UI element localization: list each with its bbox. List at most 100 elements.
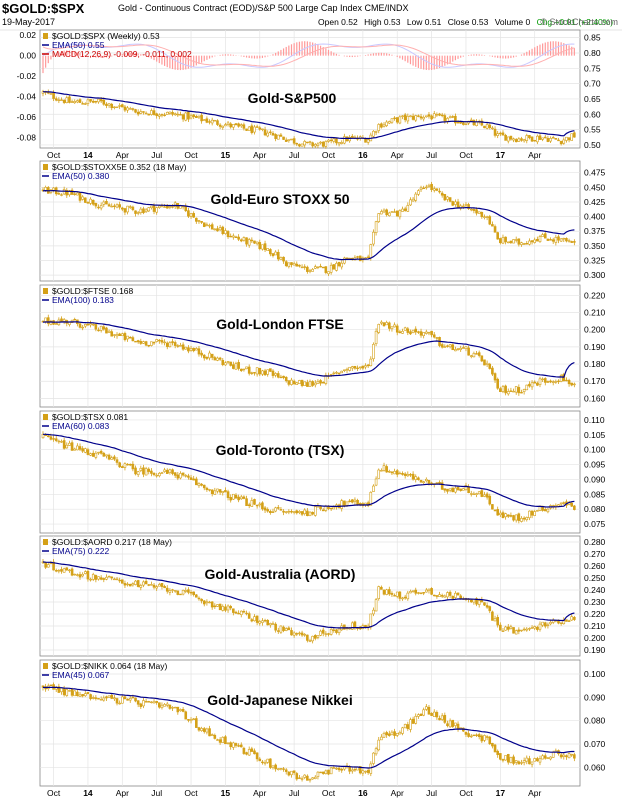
candle-body bbox=[530, 761, 534, 765]
candle-body bbox=[97, 698, 100, 700]
candle-body bbox=[308, 640, 312, 642]
candle-body bbox=[46, 435, 50, 438]
legend-label: EMA(50) 0.380 bbox=[52, 171, 109, 181]
candle-body bbox=[134, 697, 137, 702]
candle-body bbox=[459, 122, 462, 124]
candle-body bbox=[409, 199, 412, 206]
candle-body bbox=[181, 344, 185, 350]
candle-body bbox=[409, 591, 412, 594]
candle-body bbox=[245, 128, 248, 131]
candle-body bbox=[501, 512, 505, 519]
candle-body bbox=[173, 113, 177, 116]
candle-body bbox=[335, 138, 338, 144]
candle-body bbox=[292, 138, 296, 144]
candle-body bbox=[380, 586, 383, 590]
candle-body bbox=[380, 470, 383, 472]
candle-body bbox=[121, 579, 124, 584]
candle-body bbox=[388, 322, 391, 329]
candle-body bbox=[475, 353, 478, 355]
candle-body bbox=[181, 590, 185, 595]
candle-body bbox=[176, 113, 180, 116]
candle-body bbox=[536, 626, 539, 630]
candle-body bbox=[200, 352, 203, 356]
candle-body bbox=[533, 626, 537, 629]
candle-body bbox=[208, 489, 211, 491]
candle-body bbox=[467, 204, 470, 209]
x-tick-label: Jul bbox=[426, 788, 437, 798]
candle-body bbox=[192, 478, 195, 481]
candle-body bbox=[406, 724, 410, 730]
candle-body bbox=[97, 451, 100, 454]
y-tick-label: 0.250 bbox=[584, 573, 606, 583]
legend-label: $GOLD:$NIKK 0.064 (18 May) bbox=[52, 661, 167, 671]
candle-body bbox=[73, 101, 77, 104]
legend-swatch-price bbox=[43, 539, 48, 545]
symbol-title: $GOLD:$SPX bbox=[2, 1, 85, 16]
candle-body bbox=[134, 340, 137, 343]
candle-body bbox=[374, 330, 378, 344]
candle-body bbox=[205, 728, 209, 733]
ema-line bbox=[43, 433, 575, 508]
candle-body bbox=[102, 578, 106, 580]
candle-body bbox=[200, 114, 203, 122]
candle-body bbox=[388, 471, 391, 473]
candle-body bbox=[224, 362, 227, 366]
candle-body bbox=[411, 115, 415, 120]
candle-body bbox=[126, 205, 129, 213]
candle-body bbox=[422, 481, 425, 484]
candle-body bbox=[266, 619, 270, 626]
candle-body bbox=[356, 367, 359, 370]
candle-body bbox=[271, 623, 275, 625]
x-tick-label: Apr bbox=[253, 788, 266, 798]
candle-body bbox=[557, 380, 560, 383]
legend-label: $GOLD:$TSX 0.081 bbox=[52, 412, 128, 422]
x-tick-label: Apr bbox=[253, 150, 266, 160]
y-tick-label: 0.190 bbox=[584, 342, 606, 352]
candle-body bbox=[525, 384, 529, 391]
candle-body bbox=[530, 510, 534, 516]
candle-body bbox=[361, 365, 365, 369]
candle-body bbox=[401, 208, 404, 212]
candle-body bbox=[472, 734, 476, 737]
candle-body bbox=[60, 687, 63, 693]
candle-body bbox=[440, 192, 444, 196]
candle-body bbox=[533, 139, 537, 142]
x-tick-label: Apr bbox=[391, 788, 404, 798]
candle-body bbox=[195, 594, 198, 598]
candle-body bbox=[94, 697, 98, 699]
candle-body bbox=[501, 386, 505, 392]
candle-body bbox=[485, 216, 489, 218]
candle-body bbox=[440, 114, 444, 117]
close-value: Close 0.53 bbox=[447, 17, 489, 27]
candle-body bbox=[49, 562, 53, 565]
candle-body bbox=[279, 625, 283, 633]
stockcharts-brand[interactable]: © StockCharts.com bbox=[540, 17, 618, 27]
candle-body bbox=[385, 732, 388, 736]
candle-body bbox=[242, 747, 246, 754]
candle-body bbox=[57, 440, 61, 443]
candle-body bbox=[218, 603, 222, 611]
candle-body bbox=[187, 589, 190, 593]
candle-body bbox=[372, 130, 375, 137]
candle-body bbox=[440, 482, 444, 490]
candle-body bbox=[324, 266, 328, 273]
candle-body bbox=[184, 590, 188, 592]
candle-body bbox=[121, 333, 124, 337]
candle-body bbox=[192, 213, 195, 218]
candle-body bbox=[160, 704, 164, 709]
candle-body bbox=[76, 691, 79, 697]
candle-body bbox=[242, 124, 246, 129]
candle-body bbox=[316, 381, 320, 384]
candle-body bbox=[551, 751, 555, 758]
candle-body bbox=[205, 356, 209, 359]
candle-body bbox=[414, 115, 418, 121]
candle-body bbox=[136, 471, 140, 475]
candle-body bbox=[126, 107, 129, 111]
candle-body bbox=[139, 585, 143, 588]
candle-body bbox=[414, 476, 418, 480]
candle-body bbox=[179, 473, 182, 479]
candle-body bbox=[189, 348, 193, 351]
candle-body bbox=[506, 241, 510, 244]
candle-body bbox=[202, 222, 206, 227]
candle-body bbox=[425, 331, 428, 334]
